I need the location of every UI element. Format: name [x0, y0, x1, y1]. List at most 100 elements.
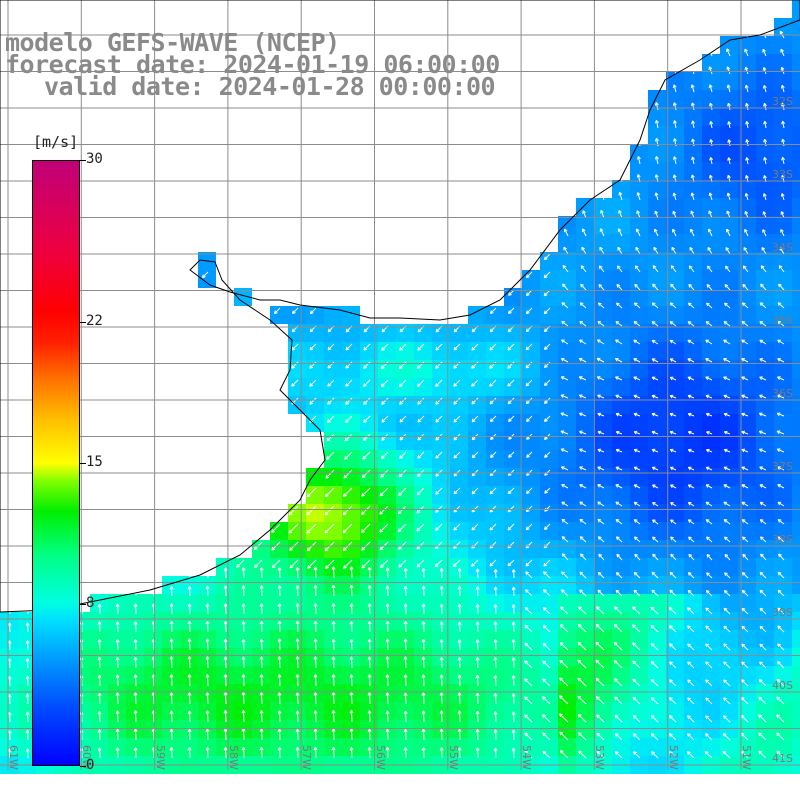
wind-arrow	[776, 412, 785, 417]
wind-arrow	[187, 620, 192, 633]
wind-arrow	[690, 66, 695, 75]
wind-arrow	[115, 639, 120, 651]
wind-arrow	[780, 193, 785, 201]
wind-arrow	[741, 394, 749, 399]
wind-arrow	[615, 302, 623, 309]
wind-cell	[702, 594, 720, 612]
wind-arrow	[489, 541, 497, 549]
wind-arrow	[596, 732, 605, 741]
wind-arrow	[187, 710, 192, 723]
wind-cell	[702, 162, 720, 180]
wind-cell	[648, 252, 666, 270]
wind-arrow	[614, 696, 623, 705]
wind-cell	[648, 468, 666, 486]
wind-cell	[450, 594, 468, 612]
wind-cell	[666, 630, 684, 648]
wind-cell	[378, 738, 396, 756]
wind-cell	[792, 54, 800, 72]
wind-cell	[792, 738, 800, 756]
wind-cell	[522, 486, 540, 504]
wind-cell	[666, 252, 684, 270]
wind-arrow	[277, 567, 282, 579]
wind-arrow	[361, 505, 371, 515]
wind-arrow	[723, 466, 731, 471]
wind-arrow	[595, 677, 605, 687]
wind-arrow	[97, 639, 102, 651]
wind-arrow	[367, 603, 372, 615]
wind-arrow	[331, 638, 336, 651]
wind-cell	[756, 504, 774, 522]
wind-cell	[792, 216, 800, 234]
wind-cell	[720, 648, 738, 666]
wind-arrow	[669, 358, 677, 363]
wind-cell	[756, 306, 774, 324]
wind-arrow	[381, 433, 389, 441]
wind-cell	[558, 360, 576, 378]
wind-cell	[756, 288, 774, 306]
wind-cell	[738, 90, 756, 108]
wind-cell	[702, 252, 720, 270]
wind-arrow	[705, 625, 713, 633]
wind-arrow	[723, 607, 731, 615]
wind-cell	[198, 576, 216, 594]
wind-arrow	[762, 193, 767, 201]
wind-arrow	[493, 657, 498, 669]
wind-cell	[324, 414, 342, 432]
wind-arrow	[453, 451, 461, 459]
wind-arrow	[543, 559, 551, 567]
wind-cell	[468, 504, 486, 522]
wind-cell	[252, 576, 270, 594]
wind-cell	[666, 144, 684, 162]
wind-cell	[630, 252, 648, 270]
wind-cell	[558, 468, 576, 486]
wind-arrow	[327, 415, 335, 423]
wind-arrow	[705, 321, 713, 327]
wind-arrow	[421, 603, 426, 615]
wind-cell	[450, 558, 468, 576]
wind-arrow	[421, 747, 426, 759]
wind-arrow	[493, 675, 498, 687]
wind-cell	[774, 306, 792, 324]
wind-arrow	[543, 397, 551, 405]
wind-cell	[612, 198, 630, 216]
wind-arrow	[707, 265, 713, 273]
wind-cell	[216, 558, 234, 576]
wind-cell	[702, 306, 720, 324]
wind-cell	[630, 180, 648, 198]
wind-cell	[756, 450, 774, 468]
wind-cell	[612, 432, 630, 450]
wind-cell	[738, 126, 756, 144]
wind-cell	[774, 342, 792, 360]
wind-cell	[702, 360, 720, 378]
wind-cell	[468, 630, 486, 648]
wind-cell	[774, 126, 792, 144]
wind-cell	[792, 540, 800, 558]
wind-arrow	[704, 750, 713, 759]
wind-arrow	[617, 246, 623, 255]
wind-arrow	[741, 321, 749, 327]
wind-arrow	[97, 674, 102, 687]
wind-arrow	[324, 523, 335, 534]
wind-cell	[702, 576, 720, 594]
wind-arrow	[525, 559, 533, 567]
wind-arrow	[169, 692, 174, 705]
wind-cell	[756, 594, 774, 612]
wind-arrow	[777, 358, 785, 363]
wind-arrow	[241, 621, 246, 633]
wind-arrow	[687, 519, 695, 525]
wind-arrow	[525, 397, 533, 405]
wind-cell	[576, 738, 594, 756]
wind-arrow	[577, 659, 587, 669]
wind-arrow	[259, 674, 264, 687]
wind-cell	[306, 594, 324, 612]
wind-cell	[18, 738, 36, 756]
wind-arrow	[475, 657, 480, 669]
wind-arrow	[672, 210, 677, 219]
wind-arrow	[313, 674, 318, 687]
wind-arrow	[524, 660, 533, 669]
wind-cell	[774, 540, 792, 558]
wind-arrow	[615, 376, 623, 381]
wind-arrow	[379, 523, 389, 533]
wind-arrow	[563, 228, 569, 237]
wind-arrow	[133, 639, 138, 651]
